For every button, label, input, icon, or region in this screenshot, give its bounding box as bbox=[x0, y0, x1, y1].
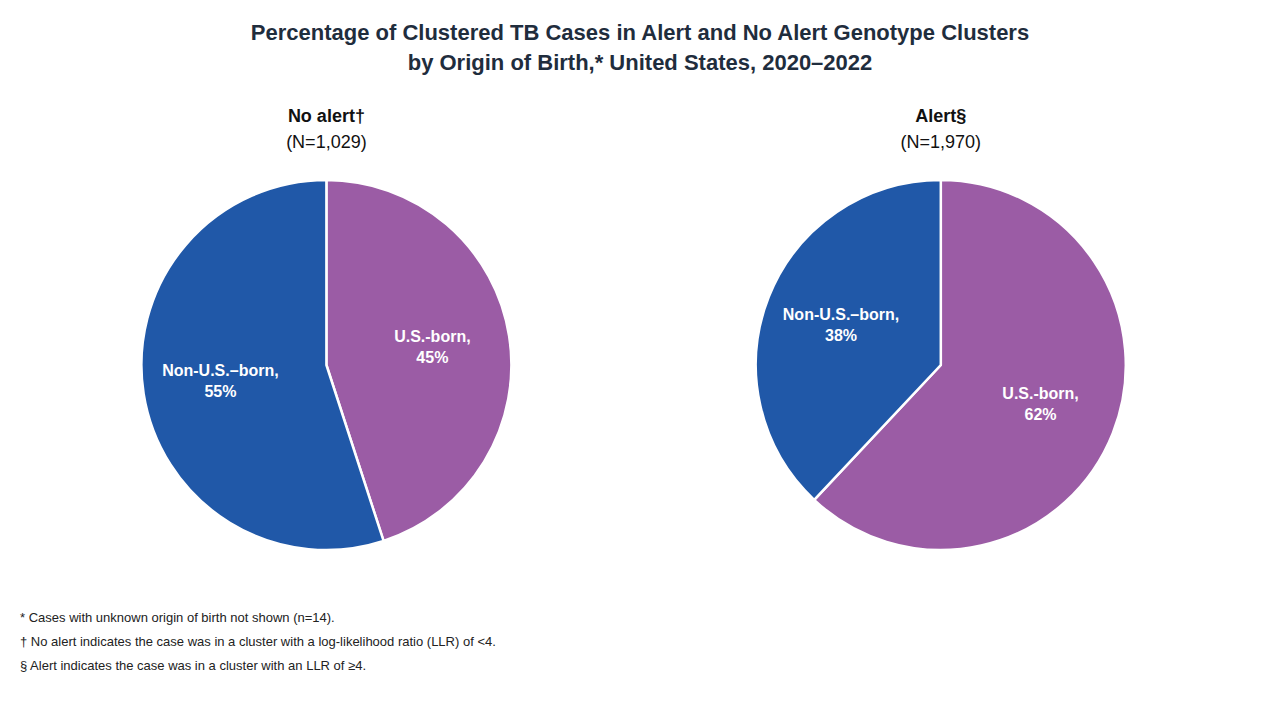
slice-category-label: U.S.-born, bbox=[1002, 385, 1078, 402]
pie-wedge bbox=[756, 180, 941, 500]
footnote: † No alert indicates the case was in a c… bbox=[20, 634, 496, 649]
pie-wedges bbox=[756, 180, 1126, 550]
slice-category-label: Non-U.S.–born, bbox=[783, 306, 899, 323]
slice-value-label: 38% bbox=[825, 327, 857, 344]
chart-subtitle: by Origin of Birth,* United States, 2020… bbox=[408, 50, 873, 75]
pie-labels: U.S.-born, 45% Non-U.S.–born, 55% bbox=[162, 328, 470, 400]
pie-chart: Alert§ (N=1,970) U.S.-born, 62% Non-U.S.–bor… bbox=[756, 106, 1126, 550]
pie-chart: No alert† (N=1,029) U.S.-born, 45% Non-U.S.–… bbox=[141, 106, 511, 550]
footnote: * Cases with unknown origin of birth not… bbox=[20, 610, 335, 625]
pie-title: Alert§ bbox=[915, 106, 966, 126]
pie-labels: U.S.-born, 62% Non-U.S.–born, 38% bbox=[783, 306, 1079, 423]
pie-wedge bbox=[141, 180, 383, 550]
chart-canvas: Percentage of Clustered TB Cases in Aler… bbox=[0, 0, 1280, 720]
footnotes: * Cases with unknown origin of birth not… bbox=[20, 610, 496, 673]
pie-wedges bbox=[141, 180, 511, 550]
slice-value-label: 45% bbox=[416, 349, 448, 366]
footnote: § Alert indicates the case was in a clus… bbox=[20, 658, 366, 673]
slice-value-label: 62% bbox=[1025, 406, 1057, 423]
pie-title: No alert† bbox=[288, 106, 365, 126]
slice-category-label: U.S.-born, bbox=[394, 328, 470, 345]
slice-value-label: 55% bbox=[204, 383, 236, 400]
pie-subtitle: (N=1,970) bbox=[901, 132, 982, 152]
slice-category-label: Non-U.S.–born, bbox=[162, 362, 278, 379]
chart-title: Percentage of Clustered TB Cases in Aler… bbox=[251, 20, 1029, 45]
pie-subtitle: (N=1,029) bbox=[286, 132, 367, 152]
